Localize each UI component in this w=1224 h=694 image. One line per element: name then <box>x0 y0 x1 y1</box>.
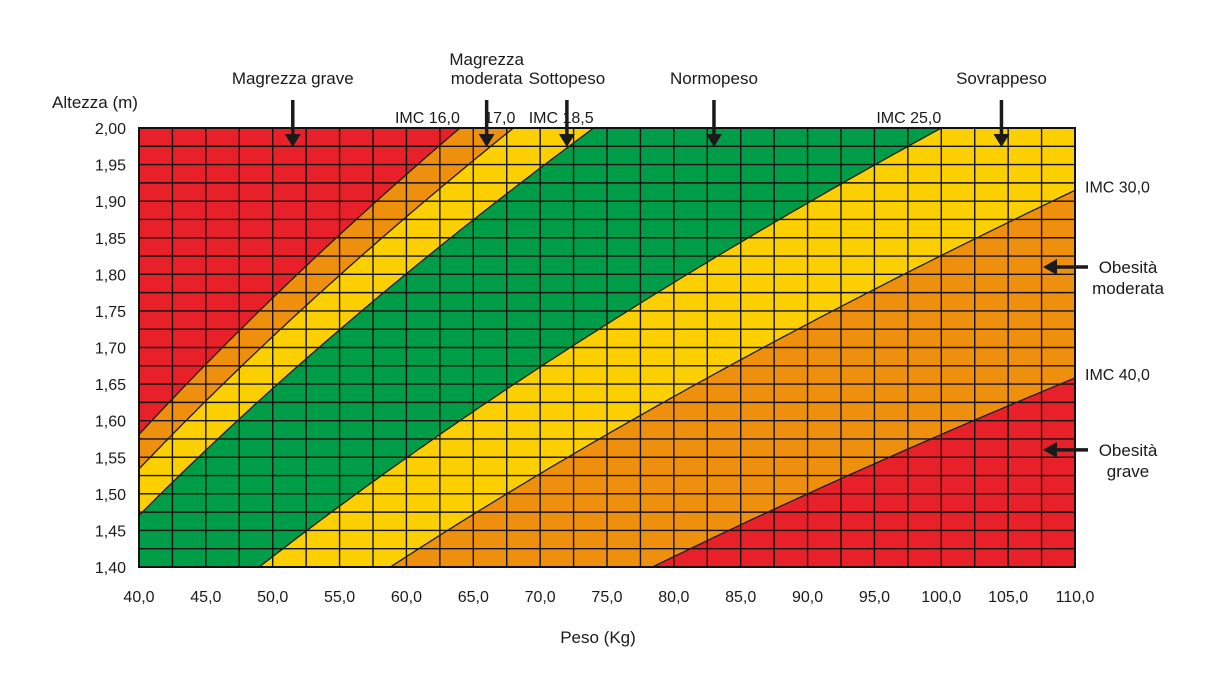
category-label: Obesità <box>1099 441 1158 460</box>
y-axis-label: Altezza (m) <box>52 93 138 112</box>
y-tick-label: 1,50 <box>95 487 126 504</box>
imc-label: IMC 30,0 <box>1085 179 1150 196</box>
x-tick-label: 110,0 <box>1056 589 1095 606</box>
imc-curve <box>139 128 461 436</box>
x-tick-label: 85,0 <box>725 589 756 606</box>
plot-frame <box>138 127 1076 568</box>
band-magrezza-grave <box>139 128 460 435</box>
imc-curve <box>651 377 1075 567</box>
y-tick-label: 1,40 <box>95 560 126 577</box>
imc-curve <box>139 128 595 517</box>
grid-lines <box>139 128 1075 567</box>
x-tick-label: 100,0 <box>921 589 961 606</box>
x-tick-label: 70,0 <box>525 589 556 606</box>
y-tick-label: 1,45 <box>95 523 126 540</box>
y-tick-label: 1,85 <box>95 231 126 248</box>
y-tick-label: 1,65 <box>95 377 126 394</box>
y-tick-label: 1,80 <box>95 267 126 284</box>
imc-label: 17,0 <box>484 110 515 127</box>
x-tick-label: 55,0 <box>324 589 355 606</box>
category-labels-right: Obesità moderata Obesità grave <box>1043 258 1164 481</box>
arrow-head-icon <box>284 134 301 147</box>
imc-curve <box>389 189 1075 567</box>
y-tick-label: 1,70 <box>95 341 126 358</box>
y-tick-labels: 1,40 1,45 1,50 1,55 1,60 1,65 1,70 1,75 1,80 1,85… <box>95 121 126 577</box>
x-tick-labels: 40,0 45,0 50,0 55,0 60,0 65,0 70,0 75,0 80,0 85,0… <box>123 589 1094 606</box>
band-obesit-grave <box>652 378 1075 567</box>
category-label: Magrezza grave <box>232 69 354 88</box>
x-axis-label: Peso (Kg) <box>560 628 636 647</box>
arrow-head-icon <box>1043 259 1057 276</box>
category-label: Obesità <box>1099 258 1158 277</box>
y-tick-label: 1,75 <box>95 304 126 321</box>
category-label: Magrezza <box>449 50 524 69</box>
y-tick-label: 1,60 <box>95 414 126 431</box>
arrow-head-icon <box>1043 441 1057 458</box>
y-tick-label: 2,00 <box>95 121 126 138</box>
x-tick-label: 45,0 <box>190 589 221 606</box>
x-tick-label: 65,0 <box>458 589 489 606</box>
category-label: Sovrappeso <box>956 69 1047 88</box>
y-tick-label: 1,55 <box>95 450 126 467</box>
category-label: Normopeso <box>670 69 758 88</box>
x-tick-label: 75,0 <box>591 589 622 606</box>
x-tick-label: 50,0 <box>257 589 288 606</box>
arrow-head-icon <box>558 134 575 147</box>
imc-boundary-curves <box>139 128 1075 567</box>
category-label: moderata <box>1092 279 1164 298</box>
y-tick-label: 1,90 <box>95 194 126 211</box>
category-label: moderata <box>451 69 523 88</box>
category-label: Sottopeso <box>529 69 606 88</box>
x-tick-label: 95,0 <box>859 589 890 606</box>
imc-curve <box>139 128 515 470</box>
x-tick-label: 105,0 <box>988 589 1028 606</box>
x-tick-label: 80,0 <box>658 589 689 606</box>
imc-curve <box>258 128 943 567</box>
imc-label: IMC 18,5 <box>529 110 594 127</box>
arrow-head-icon <box>705 134 722 147</box>
imc-label: IMC 16,0 <box>395 110 460 127</box>
x-tick-label: 40,0 <box>123 589 154 606</box>
x-tick-label: 60,0 <box>391 589 422 606</box>
category-label: grave <box>1107 462 1150 481</box>
x-tick-label: 90,0 <box>792 589 823 606</box>
arrow-head-icon <box>993 134 1010 147</box>
imc-label: IMC 25,0 <box>876 110 941 127</box>
imc-label: IMC 40,0 <box>1085 367 1150 384</box>
band-obesit-moderata <box>390 190 1075 567</box>
arrow-head-icon <box>478 134 495 147</box>
imc-labels: IMC 16,0 17,0 IMC 18,5 IMC 25,0 IMC 30,0 IMC … <box>395 110 1150 384</box>
y-tick-label: 1,95 <box>95 158 126 175</box>
